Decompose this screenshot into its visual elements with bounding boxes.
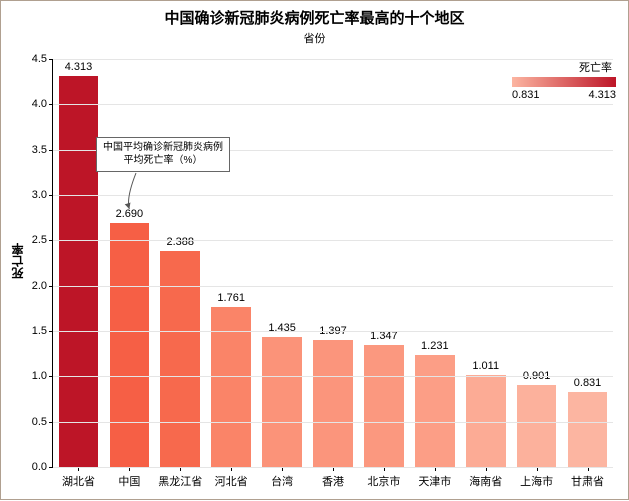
gridline [53,467,613,468]
bar [59,76,99,467]
gridline [53,59,613,60]
bar [110,223,150,467]
y-axis-label: 死亡率 [9,243,26,279]
x-category-label: 上海市 [520,473,553,489]
chart-title: 中国确诊新冠肺炎病例死亡率最高的十个地区 [1,1,628,28]
bar-value-label: 1.761 [217,292,245,304]
bar-slot: 1.397香港 [308,59,359,467]
y-tick-mark [49,150,53,151]
chart-frame: 中国确诊新冠肺炎病例死亡率最高的十个地区 省份 死亡率 0.831 4.313 … [0,0,629,500]
gridline [53,331,613,332]
bar-slot: 1.761河北省 [206,59,257,467]
bar-value-label: 1.435 [268,322,296,334]
y-axis-line [52,59,53,467]
gridline [53,240,613,241]
annotation-line2: 平均死亡率（%） [103,155,223,168]
gridline [53,195,613,196]
bar-slot: 1.347北京市 [358,59,409,467]
x-category-label: 台湾 [271,473,293,489]
bar-value-label: 1.011 [472,360,499,372]
x-category-label: 黑龙江省 [158,473,202,489]
bars-container: 4.313湖北省2.690中国2.388黑龙江省1.761河北省1.435台湾1… [53,59,613,467]
gridline [53,104,613,105]
bar-slot: 1.435台湾 [257,59,308,467]
y-tick-mark [49,422,53,423]
annotation-line1: 中国平均确诊新冠肺炎病例 [103,142,223,155]
x-category-label: 湖北省 [62,473,95,489]
bar [415,355,455,467]
bar-slot: 1.231天津市 [409,59,460,467]
y-tick-mark [49,376,53,377]
annotation-box: 中国平均确诊新冠肺炎病例 平均死亡率（%） [96,137,230,172]
x-category-label: 甘肃省 [571,473,604,489]
bar [568,392,608,467]
bar-slot: 4.313湖北省 [53,59,104,467]
x-category-label: 中国 [118,473,140,489]
bar [160,251,200,468]
x-category-label: 香港 [322,473,344,489]
y-tick-mark [49,59,53,60]
y-tick-mark [49,104,53,105]
bar-value-label: 0.831 [574,377,602,389]
bar-value-label: 2.388 [167,236,195,248]
chart-subtitle: 省份 [1,30,628,46]
x-category-label: 天津市 [418,473,451,489]
bar [313,340,353,467]
bar [517,385,557,467]
bar-value-label: 4.313 [65,61,93,73]
bar-slot: 2.388黑龙江省 [155,59,206,467]
y-tick-mark [49,286,53,287]
plot-area: 4.313湖北省2.690中国2.388黑龙江省1.761河北省1.435台湾1… [53,59,613,467]
gridline [53,286,613,287]
bar-slot: 1.011海南省 [460,59,511,467]
y-tick-mark [49,331,53,332]
bar-value-label: 2.690 [116,208,144,220]
bar-slot: 0.901上海市 [511,59,562,467]
bar [364,345,404,467]
y-tick-mark [49,240,53,241]
y-tick-mark [49,195,53,196]
x-category-label: 海南省 [469,473,502,489]
x-category-label: 北京市 [367,473,400,489]
y-tick-mark [49,467,53,468]
x-category-label: 河北省 [215,473,248,489]
bar-slot: 2.690中国 [104,59,155,467]
gridline [53,422,613,423]
bar [262,337,302,467]
bar-value-label: 1.231 [421,340,449,352]
gridline [53,376,613,377]
bar-slot: 0.831甘肃省 [562,59,613,467]
